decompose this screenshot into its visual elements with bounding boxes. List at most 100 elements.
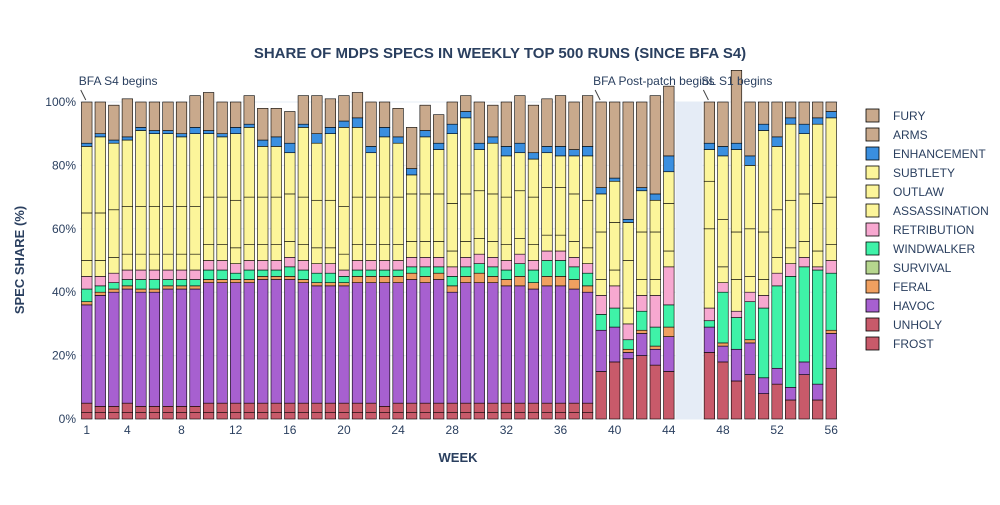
annotation-arrow [702,89,709,101]
bar-segment-unholy [419,402,431,413]
bar-segment-assassination [514,238,526,255]
bar-segment-enhancement [703,142,715,150]
legend-label[interactable]: HAVOC [893,299,935,313]
legend-label[interactable]: ASSASSINATION [893,204,989,218]
legend-label[interactable]: SUBTLETY [893,166,955,180]
legend-label[interactable]: FURY [893,109,925,123]
legend-swatch[interactable] [865,317,880,332]
bar-segment-havoc [365,282,377,404]
y-tick-label: 60% [52,222,76,236]
bar-segment-outlaw [162,206,174,255]
legend-label[interactable]: SURVIVAL [893,261,952,275]
bar-segment-enhancement [649,193,661,201]
bar-segment-assassination [94,260,106,277]
bar-segment-havoc [406,279,418,404]
bar-segment-havoc [121,288,133,404]
bar-segment-havoc [649,348,661,366]
legend-swatch[interactable] [865,146,880,161]
bar-segment-fury [257,108,269,141]
legend-swatch[interactable] [865,222,880,237]
bar-segment-frost [257,412,269,420]
bar-segment-havoc [216,282,228,404]
bar-segment-fury [365,101,377,147]
bar-segment-assassination [487,241,499,258]
bar-segment-feral [135,288,147,293]
bar-segment-assassination [338,253,350,271]
bar-segment-feral [649,345,661,350]
bar-segment-outlaw [392,196,404,245]
bar-segment-retribution [568,257,580,268]
x-tick-label: 44 [662,423,676,437]
bar-segment-retribution [148,269,161,280]
legend-swatch[interactable] [865,336,880,351]
bar-segment-outlaw [108,209,120,258]
bar-segment-outlaw [94,212,106,261]
bar-segment-windwalker [392,269,404,277]
bar-segment-assassination [609,269,621,287]
bar-segment-havoc [527,288,540,404]
legend-swatch[interactable] [865,203,880,218]
shaded-gap-region [675,102,703,419]
bar-segment-unholy [243,402,255,413]
bar-segment-enhancement [378,127,391,138]
bar-segment-feral [460,276,472,283]
legend-label[interactable]: ARMS [893,128,928,142]
bar-segment-havoc [257,279,269,404]
bar-segment-subtlety [108,142,120,211]
x-tick-label: 8 [178,423,185,437]
legend-label[interactable]: FERAL [893,280,932,294]
bar-segment-frost [81,412,93,420]
bar-segment-retribution [649,295,661,328]
bar-segment-enhancement [189,127,201,135]
bar-segment-subtlety [785,123,797,201]
bar-segment-havoc [338,285,350,404]
bar-segment-feral [717,342,729,347]
legend-label[interactable]: OUTLAW [893,185,945,199]
bar-segment-retribution [825,260,837,274]
bar-segment-enhancement [311,133,323,144]
annotation-arrow [594,89,601,101]
bar-segment-subtlety [433,149,445,195]
legend-swatch[interactable] [865,184,880,199]
bar-segment-enhancement [270,136,282,147]
bar-segment-windwalker [297,269,309,280]
bar-segment-fury [135,101,147,128]
bar-segment-subtlety [419,136,431,195]
bar-segment-outlaw [554,187,567,236]
legend-label[interactable]: ENHANCEMENT [893,147,986,161]
bar-segment-unholy [81,402,93,413]
legend-swatch[interactable] [865,165,880,180]
x-tick-label: 4 [124,423,131,437]
bar-segment-havoc [324,285,336,404]
bar-segment-frost [392,412,404,420]
bar-segment-subtlety [148,133,161,207]
legend-swatch[interactable] [865,279,880,294]
bar-segment-assassination [446,250,458,268]
bar-segment-subtlety [514,152,526,192]
bar-segment-enhancement [554,146,567,157]
bar-segment-frost [636,355,648,420]
legend-label[interactable]: RETRIBUTION [893,223,974,237]
bar-segment-retribution [189,269,201,280]
legend-swatch[interactable] [865,260,880,275]
legend-label[interactable]: UNHOLY [893,318,942,332]
bar-segment-enhancement [94,133,106,138]
x-tick-label: 12 [229,423,243,437]
bar-segment-assassination [541,234,553,252]
bar-segment-outlaw [433,193,445,242]
bar-segment-fury [108,104,120,141]
legend-swatch[interactable] [865,127,880,142]
bar-segment-retribution [108,272,120,283]
bar-segment-enhancement [609,177,621,182]
legend-label[interactable]: FROST [893,337,934,351]
bar-segment-feral [636,329,648,334]
legend-swatch[interactable] [865,108,880,123]
legend-swatch[interactable] [865,241,880,256]
legend-label[interactable]: WINDWALKER [893,242,976,256]
bar-segment-fury [243,95,255,125]
legend-swatch[interactable] [865,298,880,313]
bar-segment-feral [446,285,458,293]
bar-segment-outlaw [243,196,255,245]
bar-segment-feral [81,301,93,306]
bar-segment-assassination [663,250,675,268]
